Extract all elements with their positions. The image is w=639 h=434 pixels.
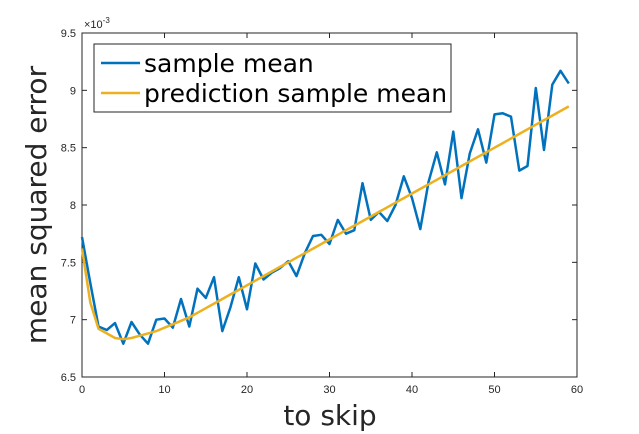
x-tick-label: 30 [323, 384, 335, 396]
x-tick-label: 20 [241, 384, 253, 396]
y-tick-label: 7.5 [61, 257, 76, 269]
y-tick-label: 8 [70, 200, 76, 212]
x-tick-label: 10 [158, 384, 170, 396]
series-line-prediction-sample-mean [80, 105, 570, 341]
y-tick-label: 7 [70, 315, 76, 327]
y-axis-ticks: 6.5 7 7.5 8 8.5 9 9.5 [61, 28, 577, 384]
legend-box [93, 43, 452, 113]
y-tick-label: 9.5 [61, 28, 76, 40]
y-tick-label: 6.5 [61, 372, 76, 384]
legend: sample mean prediction sample mean [93, 43, 452, 113]
x-tick-label: 50 [488, 384, 500, 396]
x-tick-label: 60 [571, 384, 583, 396]
series-line-sample-mean [80, 69, 570, 345]
x-axis-label: to skip [283, 399, 376, 432]
y-axis-label: mean squared error [20, 65, 53, 344]
legend-label-sample-mean: sample mean [144, 49, 314, 78]
y-tick-label: 9 [70, 85, 76, 97]
x-axis-ticks: 0 10 20 30 40 50 60 [79, 33, 583, 396]
y-tick-label: 8.5 [61, 143, 76, 155]
series-layer [80, 69, 570, 345]
x-tick-label: 40 [406, 384, 418, 396]
legend-label-prediction-sample-mean: prediction sample mean [144, 79, 447, 108]
y-exponent-label: ×10-3 [84, 16, 110, 31]
x-tick-label: 0 [79, 384, 85, 396]
